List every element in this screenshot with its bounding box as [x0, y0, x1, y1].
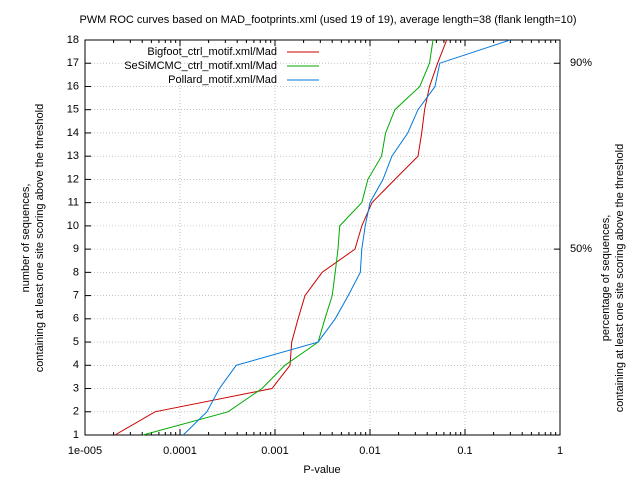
y-tick-label: 6 [73, 313, 79, 325]
legend-label: Bigfoot_ctrl_motif.xml/Mad [147, 46, 277, 58]
x-tick-label: 1e-005 [68, 445, 102, 457]
y-tick-label: 1 [73, 429, 79, 441]
x-tick-label: 0.01 [359, 445, 380, 457]
x-axis-label: P-value [303, 464, 340, 476]
y2-axis-label-line: containing at least one site scoring abo… [614, 144, 626, 412]
y-tick-label: 18 [67, 34, 79, 46]
y-tick-label: 15 [67, 104, 79, 116]
y-tick-label: 12 [67, 173, 79, 185]
legend-label: Pollard_motif.xml/Mad [168, 74, 277, 86]
legend-label: SeSiMCMC_ctrl_motif.xml/Mad [124, 60, 277, 72]
y2-axis-label-line: percentage of sequences, [600, 215, 612, 342]
y-tick-label: 4 [73, 359, 79, 371]
y2-tick-label: 90% [570, 57, 592, 69]
y-tick-label: 16 [67, 80, 79, 92]
y-tick-label: 2 [73, 406, 79, 418]
y-tick-label: 5 [73, 336, 79, 348]
y-axis-label: number of sequences, containing at least… [20, 104, 46, 372]
series-line [182, 39, 511, 436]
y-tick-label: 10 [67, 220, 79, 232]
y-tick-label: 11 [68, 197, 79, 209]
plot-frame [84, 39, 561, 436]
y-tick-label: 3 [73, 382, 79, 394]
y-tick-label: 13 [67, 150, 79, 162]
x-tick-label: 0.0001 [163, 445, 197, 457]
y-tick-label: 17 [67, 57, 79, 69]
y2-axis-label: percentage of sequences, containing at l… [600, 144, 626, 412]
y-tick-label: 8 [73, 266, 79, 278]
y2-tick-label: 50% [570, 243, 592, 255]
y-tick-label: 9 [73, 243, 79, 255]
y-axis-label-line: containing at least one site scoring abo… [34, 104, 46, 372]
y-tick-label: 14 [67, 127, 79, 139]
series-line [114, 39, 448, 436]
x-tick-label: 0.001 [261, 445, 289, 457]
chart-title: PWM ROC curves based on MAD_footprints.x… [79, 14, 576, 26]
y-tick-label: 7 [73, 289, 79, 301]
x-tick-label: 1 [557, 445, 563, 457]
y-axis-label-line: number of sequences, [20, 184, 32, 293]
x-tick-label: 0.1 [457, 445, 472, 457]
series-line [142, 39, 434, 436]
